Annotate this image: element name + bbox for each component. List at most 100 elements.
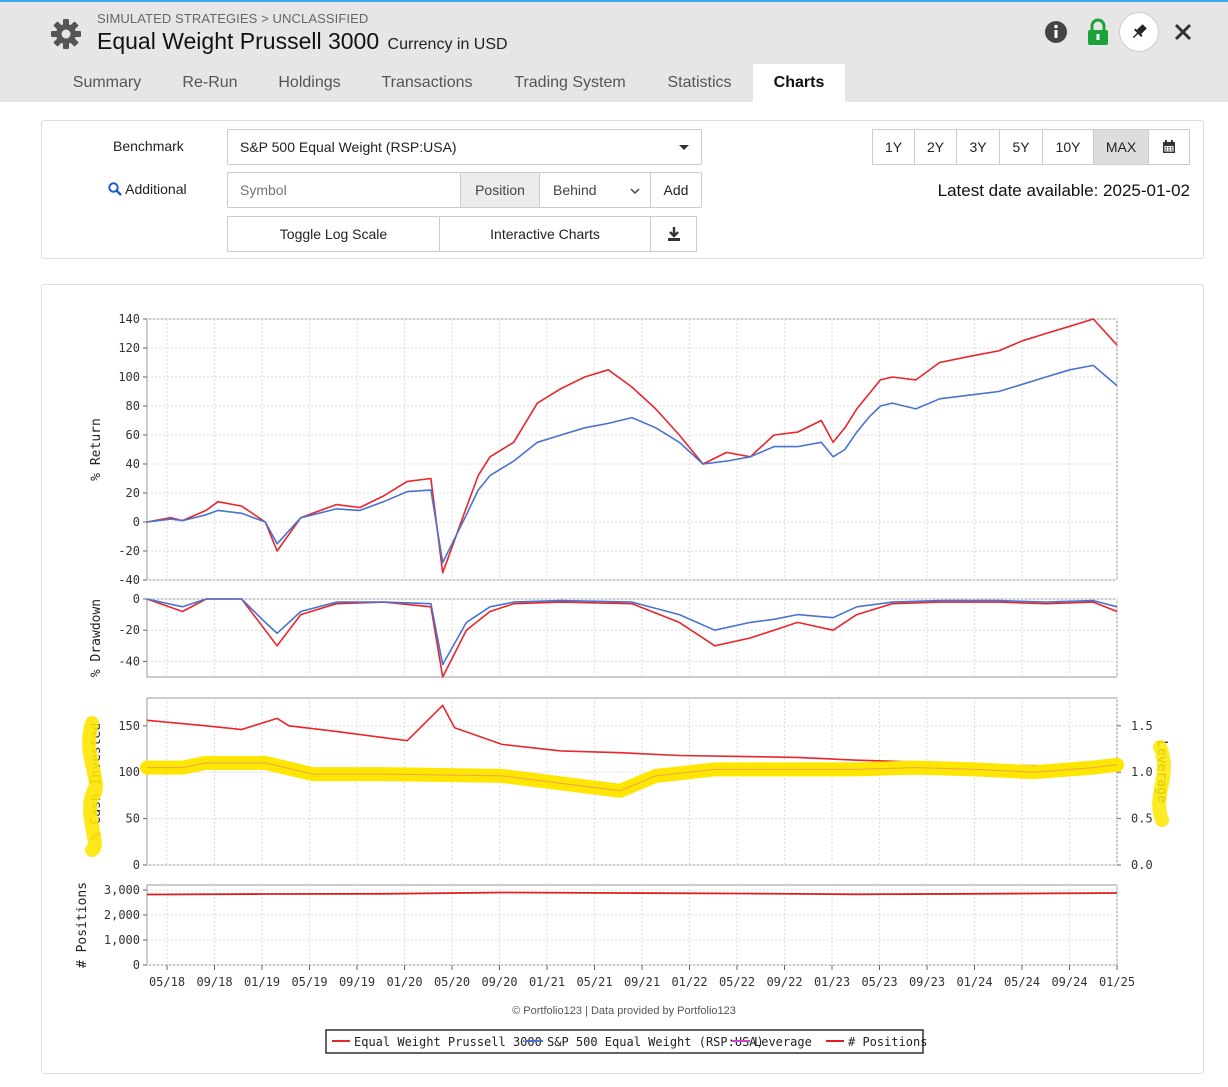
- y-right-tick-label: 0.5: [1131, 812, 1153, 826]
- x-tick-label: 01/20: [386, 975, 422, 989]
- y-tick-label: 150: [118, 719, 140, 733]
- x-tick-label: 09/22: [766, 975, 802, 989]
- close-icon[interactable]: [1167, 16, 1199, 48]
- tab-holdings[interactable]: Holdings: [278, 74, 341, 91]
- strategy-name: Equal Weight Prussell 3000: [97, 28, 380, 54]
- leverage-line: [147, 762, 1118, 792]
- y-tick-label: 100: [118, 370, 140, 384]
- x-tick-label: 09/19: [339, 975, 375, 989]
- caret-down-icon: [679, 145, 689, 150]
- x-tick-label: 05/23: [861, 975, 897, 989]
- download-icon: [667, 227, 680, 241]
- y-tick-label: 0: [133, 592, 140, 606]
- legend-label: Equal Weight Prussell 3000: [354, 1035, 542, 1049]
- plot-area: [146, 598, 1118, 678]
- period-5y[interactable]: 5Y: [999, 129, 1043, 165]
- y-tick-label: -20: [118, 623, 140, 637]
- x-tick-label: 01/25: [1099, 975, 1135, 989]
- x-tick-label: 05/21: [576, 975, 612, 989]
- legend-box: [325, 1029, 924, 1054]
- y-axis-label: # Positions: [75, 882, 90, 968]
- x-tick-label: 09/18: [196, 975, 232, 989]
- chart-credit: © Portfolio123 | Data provided by Portfo…: [512, 1005, 736, 1017]
- period-3y[interactable]: 3Y: [956, 129, 1000, 165]
- performance-chart[interactable]: 140 120 100 80 60 40 20 0 -20 -40 % Return 0 -20 -40%…: [42, 285, 1203, 1073]
- y-tick-label: 2,000: [104, 908, 140, 922]
- y-tick-label: -40: [118, 573, 140, 587]
- tab-transactions[interactable]: Transactions: [381, 74, 473, 91]
- tab-statistics[interactable]: Statistics: [667, 74, 732, 91]
- y-tick-label: 60: [126, 428, 140, 442]
- y-tick-label: 0: [133, 515, 140, 529]
- period-1y[interactable]: 1Y: [872, 129, 915, 165]
- y-tick-label: 3,000: [104, 883, 140, 897]
- additional-label: Additional: [125, 181, 187, 197]
- x-tick-label: 01/21: [529, 975, 565, 989]
- currency-label: Currency in USD: [387, 36, 508, 53]
- x-tick-label: 05/22: [719, 975, 755, 989]
- x-tick-label: 01/22: [671, 975, 707, 989]
- x-tick-label: 01/24: [956, 975, 992, 989]
- x-tick-label: 01/19: [244, 975, 280, 989]
- position-label: Position: [460, 172, 540, 208]
- plot-area: [146, 318, 1118, 581]
- y-tick-label: 80: [126, 399, 140, 413]
- tab-rerun[interactable]: Re-Run: [182, 74, 238, 91]
- lock-icon[interactable]: [1082, 16, 1114, 48]
- chevron-down-icon: [630, 188, 640, 195]
- x-tick-label: 09/23: [909, 975, 945, 989]
- info-icon[interactable]: [1040, 16, 1072, 48]
- calendar-button[interactable]: [1148, 129, 1190, 165]
- series-line: [146, 318, 1118, 574]
- series-line: [146, 598, 1118, 666]
- gear-icon[interactable]: [48, 16, 84, 52]
- additional-link[interactable]: Additional: [108, 181, 187, 197]
- benchmark-label: Benchmark: [113, 138, 184, 154]
- y-tick-label: 120: [118, 341, 140, 355]
- highlight-mark-left: [82, 716, 103, 857]
- search-icon: [108, 182, 122, 196]
- toggle-log-scale-button[interactable]: Toggle Log Scale: [227, 216, 440, 252]
- tab-summary[interactable]: Summary: [72, 74, 142, 91]
- period-2y[interactable]: 2Y: [914, 129, 957, 165]
- x-tick-label: 05/20: [434, 975, 470, 989]
- series-line: [146, 598, 1118, 678]
- chart-controls-panel: Benchmark S&P 500 Equal Weight (RSP:USA)…: [41, 120, 1204, 259]
- chart-panel: 140 120 100 80 60 40 20 0 -20 -40 % Return 0 -20 -40%…: [41, 284, 1204, 1074]
- position-select-value: Behind: [553, 182, 597, 198]
- x-tick-label: 05/24: [1004, 975, 1040, 989]
- leverage-highlight: [140, 755, 1124, 798]
- page-header: SIMULATED STRATEGIES > UNCLASSIFIED Equa…: [0, 2, 1228, 64]
- add-button[interactable]: Add: [650, 172, 702, 208]
- interactive-charts-button[interactable]: Interactive Charts: [439, 216, 651, 252]
- position-select[interactable]: Behind: [539, 172, 651, 208]
- period-10y[interactable]: 10Y: [1042, 129, 1094, 165]
- breadcrumb[interactable]: SIMULATED STRATEGIES > UNCLASSIFIED: [97, 11, 369, 26]
- y-tick-label: 0: [133, 958, 140, 972]
- x-tick-label: 01/23: [814, 975, 850, 989]
- plot-area: [146, 884, 1118, 966]
- positions-line: [146, 891, 1118, 896]
- benchmark-value: S&P 500 Equal Weight (RSP:USA): [240, 139, 457, 155]
- symbol-input[interactable]: [227, 172, 461, 208]
- y-right-tick-label: 0.0: [1131, 858, 1153, 872]
- x-tick-label: 09/24: [1051, 975, 1087, 989]
- tab-trading-system[interactable]: Trading System: [514, 74, 626, 91]
- download-button[interactable]: [650, 216, 697, 252]
- y-tick-label: 50: [126, 812, 140, 826]
- tab-bar: Summary Re-Run Holdings Transactions Tra…: [0, 64, 1228, 102]
- x-tick-label: 09/20: [481, 975, 517, 989]
- y-tick-label: 140: [118, 312, 140, 326]
- period-max[interactable]: MAX: [1093, 129, 1149, 165]
- pin-icon[interactable]: [1119, 12, 1159, 52]
- x-tick-label: 05/18: [149, 975, 185, 989]
- x-tick-label: 05/19: [291, 975, 327, 989]
- y-axis-label: % Drawdown: [89, 599, 104, 677]
- legend-label: Leverage: [754, 1035, 812, 1049]
- tab-charts[interactable]: Charts: [753, 64, 845, 102]
- benchmark-select[interactable]: S&P 500 Equal Weight (RSP:USA): [227, 129, 702, 165]
- legend-label: # Positions: [848, 1035, 927, 1049]
- y-tick-label: 40: [126, 457, 140, 471]
- calendar-icon: [1163, 140, 1175, 153]
- y-tick-label: 100: [118, 765, 140, 779]
